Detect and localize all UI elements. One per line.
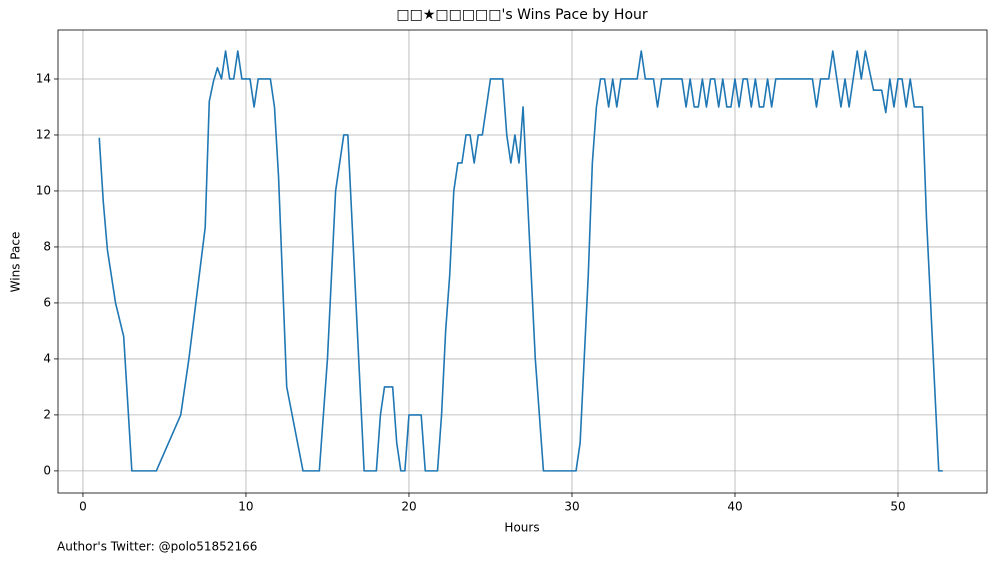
y-tick-label: 2 <box>43 407 51 421</box>
y-tick-label: 10 <box>36 183 51 197</box>
y-tick-label: 14 <box>36 71 51 85</box>
chart-title: □□★□□□□□'s Wins Pace by Hour <box>396 7 648 23</box>
footnote: Author's Twitter: @polo51852166 <box>57 540 257 554</box>
x-tick-label: 20 <box>401 500 416 514</box>
y-tick-label: 4 <box>43 351 51 365</box>
plot-frame <box>57 29 988 494</box>
x-tick-label: 40 <box>727 500 742 514</box>
y-tick-label: 8 <box>43 239 51 253</box>
x-tick-label: 50 <box>890 500 905 514</box>
x-axis-label: Hours <box>504 521 539 535</box>
y-axis-label: Wins Pace <box>9 232 23 293</box>
y-tick-label: 12 <box>36 127 51 141</box>
line-series <box>98 50 943 472</box>
x-tick-label: 10 <box>238 500 253 514</box>
x-tick-label: 30 <box>564 500 579 514</box>
x-tick-label: 0 <box>79 500 87 514</box>
y-tick-label: 0 <box>43 463 51 477</box>
y-tick-label: 6 <box>43 295 51 309</box>
